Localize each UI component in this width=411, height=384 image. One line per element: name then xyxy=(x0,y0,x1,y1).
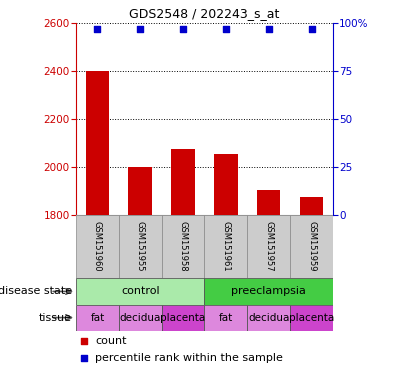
Point xyxy=(81,355,87,361)
Text: placenta: placenta xyxy=(160,313,206,323)
Point xyxy=(223,26,229,32)
Bar xyxy=(205,278,333,305)
Point xyxy=(137,26,143,32)
Bar xyxy=(205,215,247,278)
Bar xyxy=(76,305,119,331)
Text: GSM151959: GSM151959 xyxy=(307,222,316,272)
Bar xyxy=(162,215,205,278)
Bar xyxy=(257,190,280,215)
Text: percentile rank within the sample: percentile rank within the sample xyxy=(95,353,283,363)
Bar xyxy=(247,305,290,331)
Point xyxy=(308,26,315,32)
Bar xyxy=(76,215,119,278)
Bar xyxy=(162,305,205,331)
Bar xyxy=(129,167,152,215)
Bar xyxy=(76,278,205,305)
Bar xyxy=(300,197,323,215)
Title: GDS2548 / 202243_s_at: GDS2548 / 202243_s_at xyxy=(129,7,279,20)
Point xyxy=(81,338,87,344)
Text: tissue: tissue xyxy=(39,313,72,323)
Text: fat: fat xyxy=(219,313,233,323)
Bar xyxy=(214,154,238,215)
Text: decidua: decidua xyxy=(120,313,161,323)
Text: GSM151958: GSM151958 xyxy=(178,222,187,272)
Text: placenta: placenta xyxy=(289,313,334,323)
Point xyxy=(94,26,101,32)
Text: GSM151960: GSM151960 xyxy=(93,222,102,272)
Text: decidua: decidua xyxy=(248,313,289,323)
Bar xyxy=(85,71,109,215)
Text: count: count xyxy=(95,336,127,346)
Text: preeclampsia: preeclampsia xyxy=(231,286,306,296)
Point xyxy=(180,26,186,32)
Text: GSM151961: GSM151961 xyxy=(222,222,231,272)
Bar xyxy=(205,305,247,331)
Text: disease state: disease state xyxy=(0,286,72,296)
Point xyxy=(266,26,272,32)
Bar xyxy=(119,305,162,331)
Bar xyxy=(171,149,195,215)
Text: GSM151957: GSM151957 xyxy=(264,222,273,272)
Text: control: control xyxy=(121,286,159,296)
Bar xyxy=(119,215,162,278)
Bar xyxy=(247,215,290,278)
Text: fat: fat xyxy=(90,313,104,323)
Bar xyxy=(290,305,333,331)
Bar xyxy=(290,215,333,278)
Text: GSM151955: GSM151955 xyxy=(136,222,145,272)
